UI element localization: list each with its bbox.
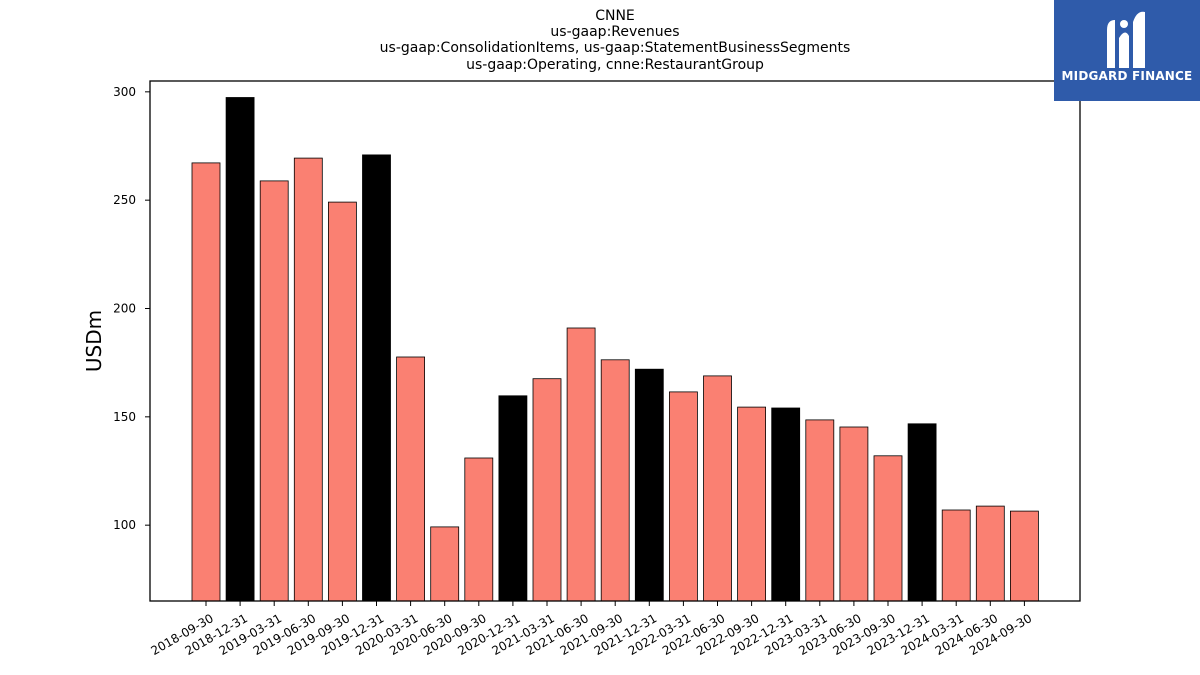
bar-2020-03-31 [396,356,426,602]
bar-2023-12-31 [907,423,937,602]
bar-2021-06-30 [566,327,596,602]
title-line-4: us-gaap:Operating, cnne:RestaurantGroup [466,57,764,73]
bar-2019-06-30 [293,157,323,602]
bar-2022-09-30 [737,406,766,602]
bar-2022-03-31 [669,391,698,602]
bar-2019-09-30 [327,201,357,602]
bars [191,97,1039,602]
y-tick-label: 250 [113,193,136,207]
y-tick-label: 100 [113,518,136,532]
y-axis-label: USDm [82,310,106,372]
y-tick-label: 150 [113,410,136,424]
bar-2019-03-31 [259,180,289,602]
logo-mark-icon [1107,11,1145,68]
title-line-3: us-gaap:ConsolidationItems, us-gaap:Stat… [380,40,851,56]
y-tick-label: 200 [113,302,136,316]
midgard-finance-logo: MIDGARD FINANCE [1054,0,1200,101]
logo-text: MIDGARD FINANCE [1061,69,1193,83]
bar-2018-12-31 [225,97,255,602]
bar-2023-09-30 [873,455,903,602]
bar-2023-03-31 [805,419,835,602]
bar-2024-03-31 [941,509,971,602]
y-tick-label: 300 [113,85,136,99]
bar-2021-09-30 [600,359,630,602]
bar-2024-09-30 [1010,510,1039,602]
bar-2020-12-31 [498,395,528,602]
title-line-1: CNNE [595,8,635,24]
bar-2021-12-31 [634,368,664,602]
bar-2020-09-30 [464,457,494,602]
bar-2023-06-30 [839,426,869,602]
x-axis: 2018-09-302018-12-312019-03-312019-06-30… [148,601,1034,658]
bar-2021-03-31 [532,378,562,602]
title-line-2: us-gaap:Revenues [550,24,679,40]
chart-title: CNNE us-gaap:Revenues us-gaap:Consolidat… [380,8,851,73]
bar-2020-06-30 [430,526,460,602]
bar-2022-12-31 [771,407,801,602]
bar-2022-06-30 [703,375,732,602]
bar-2019-12-31 [362,154,391,602]
bar-2024-06-30 [975,505,1005,602]
bar-2018-09-30 [191,162,221,602]
y-axis: 100 150 200 250 300 [113,85,150,532]
plot-frame [149,80,1081,602]
